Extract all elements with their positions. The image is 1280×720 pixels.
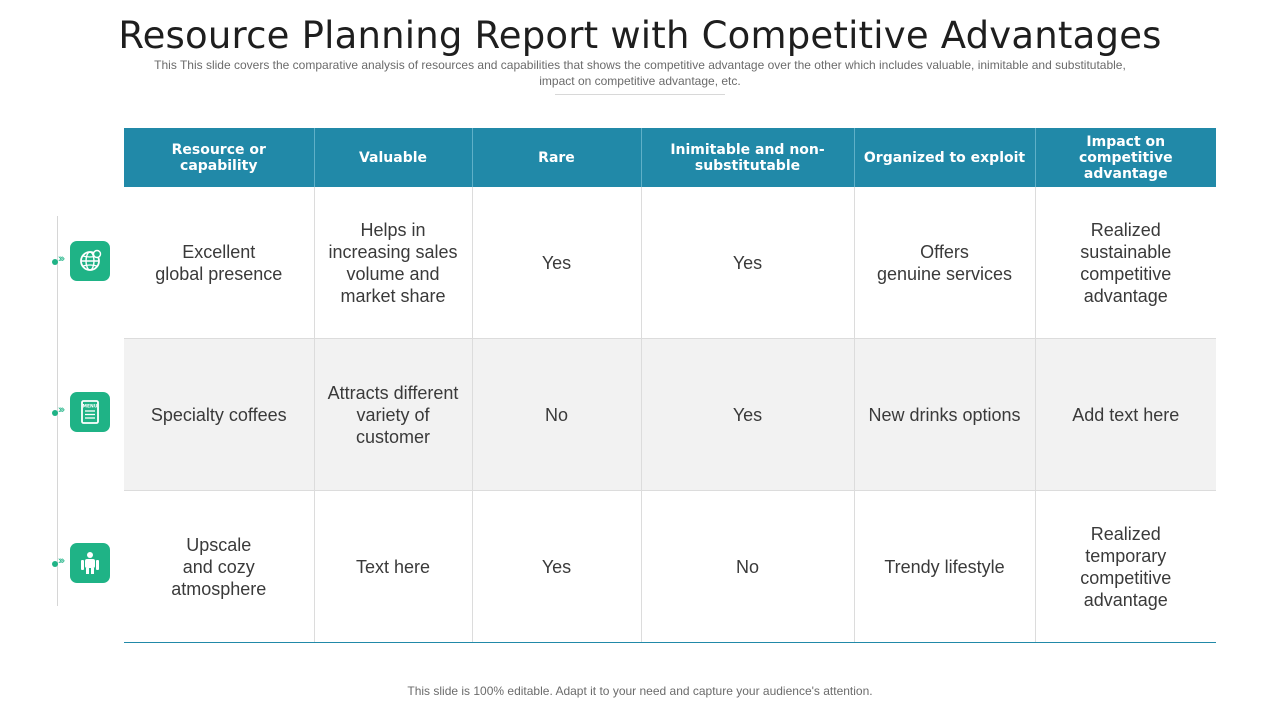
impact-cell: Realized sustainable competitive advanta… <box>1034 187 1216 339</box>
rare-cell: Yes <box>471 490 641 643</box>
column-header-resource: Resource or capability <box>124 128 314 187</box>
menu-icon-text: MENU <box>83 404 98 410</box>
resource-cell: Upscale and cozy atmosphere <box>124 490 314 643</box>
row-marker-2: ››› MENU <box>52 392 112 434</box>
impact-cell: Add text here <box>1034 338 1216 491</box>
marker-dot <box>52 561 58 567</box>
resource-cell: Excellent global presence <box>124 187 314 339</box>
globe-icon <box>70 241 110 281</box>
menu-board-icon: MENU <box>70 392 110 432</box>
chevron-right-icon: ››› <box>58 253 65 265</box>
organized-cell: New drinks options <box>853 338 1035 491</box>
column-header-inimitable: Inimitable and non-substitutable <box>640 128 854 187</box>
row-marker-1: ››› <box>52 241 112 283</box>
column-header-rare: Rare <box>471 128 641 187</box>
chevron-right-icon: ››› <box>58 404 65 416</box>
marker-dot <box>52 410 58 416</box>
valuable-cell: Helps in increasing sales volume and mar… <box>313 187 472 339</box>
inimitable-cell: Yes <box>640 338 854 491</box>
valuable-cell: Text here <box>313 490 472 643</box>
page-title: Resource Planning Report with Competitiv… <box>118 14 1162 57</box>
page-subtitle: This This slide covers the comparative a… <box>154 58 1126 88</box>
resource-cell: Specialty coffees <box>124 338 314 491</box>
chevron-right-icon: ››› <box>58 555 65 567</box>
table-row: Excellent global presence Helps in incre… <box>124 187 1216 339</box>
impact-cell: Realized temporary competitive advantage <box>1034 490 1216 643</box>
table-row: Specialty coffees Attracts different var… <box>124 338 1216 491</box>
column-header-valuable: Valuable <box>313 128 472 187</box>
table-header-row: Resource or capability Valuable Rare Ini… <box>124 128 1216 187</box>
column-header-impact: Impact on competitive advantage <box>1034 128 1216 187</box>
comparison-table: Resource or capability Valuable Rare Ini… <box>124 128 1216 643</box>
table-row: Upscale and cozy atmosphere Text here Ye… <box>124 490 1216 643</box>
inimitable-cell: No <box>640 490 854 643</box>
footer-note: This slide is 100% editable. Adapt it to… <box>407 684 873 698</box>
rare-cell: Yes <box>471 187 641 339</box>
inimitable-cell: Yes <box>640 187 854 339</box>
organized-cell: Offers genuine services <box>853 187 1035 339</box>
organized-cell: Trendy lifestyle <box>853 490 1035 643</box>
rare-cell: No <box>471 338 641 491</box>
subtitle-divider <box>555 94 725 95</box>
lifestyle-icon <box>70 543 110 583</box>
valuable-cell: Attracts different variety of customer <box>313 338 472 491</box>
row-marker-3: ››› <box>52 543 112 585</box>
column-header-organized: Organized to exploit <box>853 128 1035 187</box>
marker-dot <box>52 259 58 265</box>
